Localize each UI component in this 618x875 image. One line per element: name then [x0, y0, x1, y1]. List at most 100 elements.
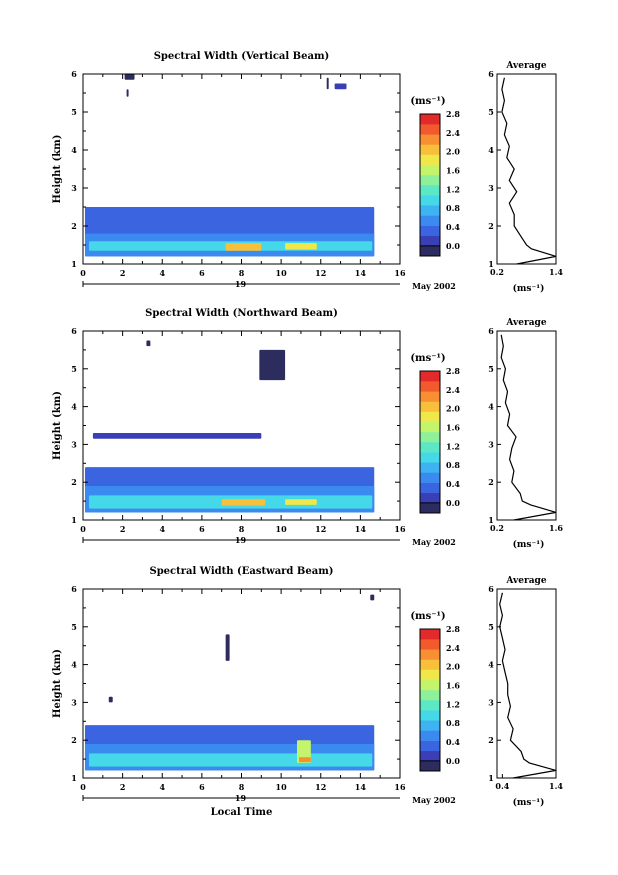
colorbar-segment [420, 391, 440, 402]
chart-title: Spectral Width (Northward Beam) [145, 308, 338, 319]
y-tick-label: 4 [71, 145, 77, 155]
avg-y-tick-label: 6 [488, 326, 494, 336]
x-tick-label: 10 [276, 524, 288, 534]
colorbar-unit-label: (ms⁻¹) [410, 611, 445, 622]
colorbar-tick-label: 0.0 [446, 241, 460, 251]
data-cell [225, 634, 230, 661]
x-tick-label: 4 [159, 524, 165, 534]
x-axis-label: Local Time [211, 807, 273, 818]
colorbar-segment [420, 144, 440, 155]
data-cell [146, 340, 151, 347]
x-tick-label: 10 [276, 782, 288, 792]
y-tick-label: 2 [71, 477, 77, 487]
colorbar-segment [420, 649, 440, 660]
x-tick-label: 6 [199, 524, 205, 534]
colorbar-frame [419, 113, 441, 257]
avg-unit-label: (ms⁻¹) [513, 539, 545, 550]
x-tick-label: 2 [120, 524, 126, 534]
colorbar-segment [420, 124, 440, 135]
x-tick-label: 8 [239, 268, 245, 278]
y-tick-label: 2 [71, 735, 77, 745]
colorbar-segment [420, 421, 440, 433]
date-label: May 2002 [412, 537, 456, 547]
avg-y-tick-label: 5 [488, 622, 494, 632]
avg-x-tick-label: 1.4 [549, 781, 563, 791]
avg-x-tick-label: 0.4 [495, 781, 509, 791]
y-tick-label: 1 [71, 259, 77, 269]
avg-x-tick-label: 1.6 [549, 523, 563, 533]
date-label: May 2002 [412, 795, 456, 805]
colorbar-segment [420, 134, 440, 145]
colorbar-segment [420, 629, 440, 640]
colorbar-tick-label: 2.4 [446, 385, 460, 395]
colorbar-segment [420, 154, 440, 166]
x-tick-label: 6 [199, 268, 205, 278]
y-tick-label: 1 [71, 773, 77, 783]
avg-y-tick-label: 5 [488, 107, 494, 117]
avg-y-tick-label: 6 [488, 584, 494, 594]
x-tick-label: 16 [394, 268, 406, 278]
date-marker: 19 [235, 535, 247, 545]
avg-y-tick-label: 1 [488, 773, 494, 783]
avg-y-tick-label: 3 [488, 439, 494, 449]
average-profile-line [500, 334, 557, 521]
x-tick-label: 4 [159, 782, 165, 792]
data-cell [88, 753, 373, 767]
y-axis-label: Height (km) [52, 135, 63, 204]
avg-y-tick-label: 2 [488, 221, 494, 231]
avg-y-tick-label: 6 [488, 69, 494, 79]
x-tick-label: 4 [159, 268, 165, 278]
y-axis-label: Height (km) [52, 391, 63, 460]
colorbar-tick-label: 1.6 [446, 423, 460, 433]
x-tick-label: 0 [80, 268, 86, 278]
colorbar-segment [420, 502, 440, 514]
average-title: Average [505, 318, 546, 328]
y-axis-label: Height (km) [52, 649, 63, 718]
x-tick-label: 12 [315, 524, 326, 534]
colorbar-segment [420, 659, 440, 670]
date-marker: 19 [235, 279, 247, 289]
data-cell [285, 499, 317, 505]
y-tick-label: 6 [71, 69, 77, 79]
avg-y-tick-label: 1 [488, 259, 494, 269]
average-profile-line [501, 77, 557, 265]
data-cell [334, 83, 347, 90]
average-profile-line [499, 592, 557, 779]
colorbar-tick-label: 2.0 [446, 404, 460, 414]
x-tick-label: 6 [199, 782, 205, 792]
x-tick-label: 0 [80, 782, 86, 792]
colorbar-segment [420, 720, 440, 731]
colorbar-segment [420, 381, 440, 392]
colorbar-segment [420, 710, 440, 721]
chart-title: Spectral Width (Eastward Beam) [149, 566, 333, 577]
avg-x-tick-label: 1.4 [549, 267, 563, 277]
avg-unit-label: (ms⁻¹) [513, 797, 545, 808]
avg-x-tick-label: 0.2 [490, 267, 504, 277]
chart-title: Spectral Width (Vertical Beam) [154, 51, 330, 62]
y-tick-label: 4 [71, 660, 77, 670]
colorbar-segment [420, 669, 440, 681]
average-frame [496, 588, 557, 779]
avg-unit-label: (ms⁻¹) [513, 283, 545, 294]
colorbar-segment [420, 452, 440, 463]
y-tick-label: 2 [71, 221, 77, 231]
colorbar-segment [420, 164, 440, 176]
avg-y-tick-label: 3 [488, 697, 494, 707]
date-label: May 2002 [412, 281, 456, 291]
x-tick-label: 8 [239, 524, 245, 534]
colorbar-tick-label: 0.4 [446, 737, 460, 747]
colorbar-tick-label: 0.4 [446, 479, 460, 489]
colorbar-segment [420, 679, 440, 691]
colorbar-tick-label: 1.6 [446, 681, 460, 691]
y-tick-label: 5 [71, 622, 77, 632]
colorbar-tick-label: 2.8 [446, 366, 460, 376]
x-tick-label: 14 [355, 782, 367, 792]
x-tick-label: 2 [120, 782, 126, 792]
x-tick-label: 16 [394, 524, 406, 534]
colorbar-tick-label: 2.0 [446, 662, 460, 672]
avg-y-tick-label: 4 [488, 402, 494, 412]
data-cell [92, 433, 262, 439]
x-tick-label: 2 [120, 268, 126, 278]
colorbar-tick-label: 1.2 [446, 184, 460, 194]
